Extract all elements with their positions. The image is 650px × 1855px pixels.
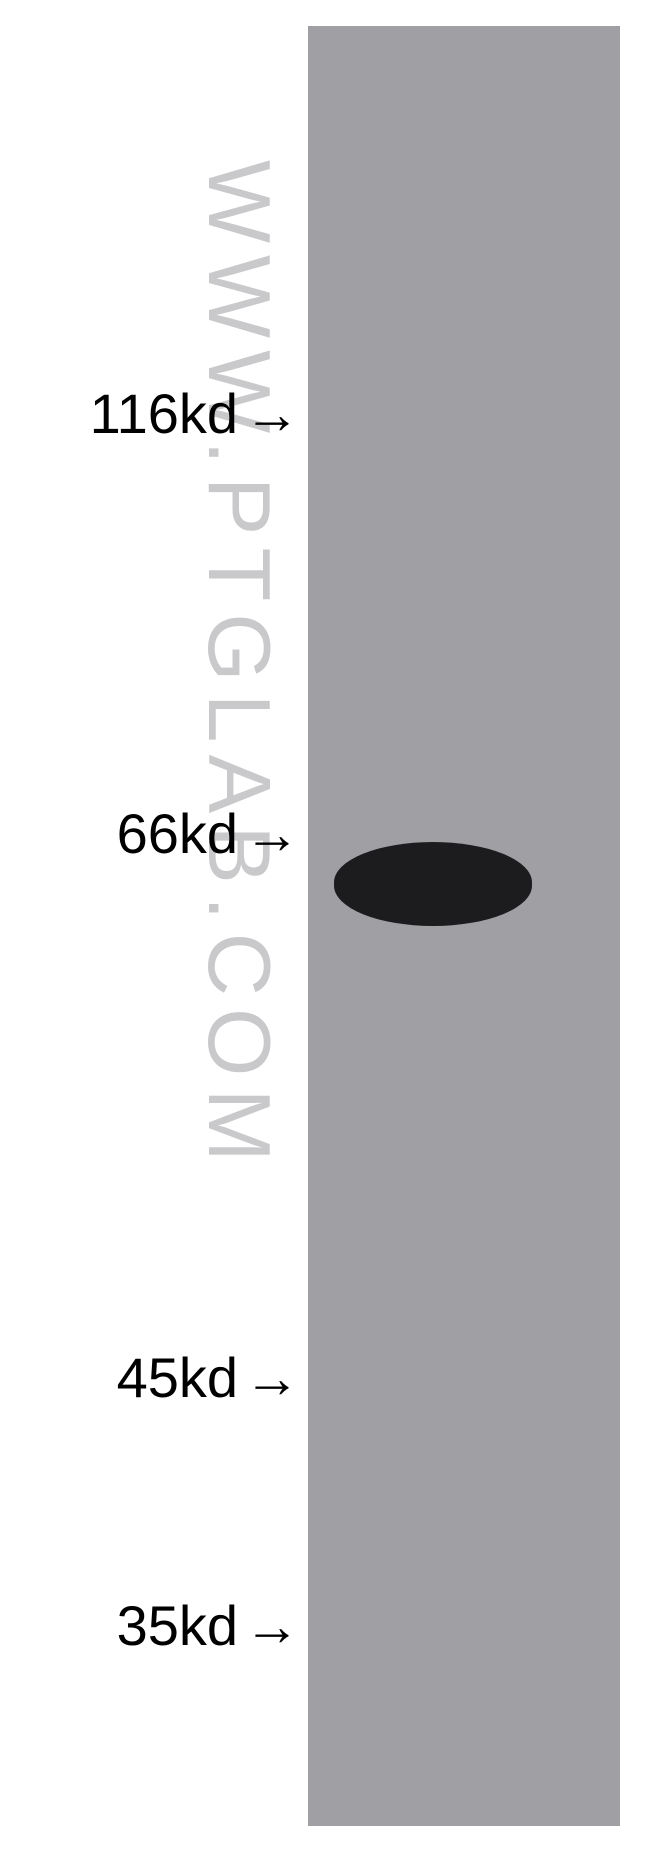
arrow-icon: → <box>244 806 300 862</box>
arrow-icon: → <box>244 386 300 442</box>
marker-116kd: 116kd → <box>90 386 300 442</box>
blot-lane <box>308 26 620 1826</box>
protein-band <box>334 842 532 926</box>
marker-35kd: 35kd → <box>117 1598 300 1654</box>
marker-label-text: 45kd <box>117 1350 238 1406</box>
arrow-icon: → <box>244 1598 300 1654</box>
marker-45kd: 45kd → <box>117 1350 300 1406</box>
marker-66kd: 66kd → <box>117 806 300 862</box>
arrow-icon: → <box>244 1350 300 1406</box>
marker-label-text: 66kd <box>117 806 238 862</box>
marker-label-text: 35kd <box>117 1598 238 1654</box>
marker-label-text: 116kd <box>90 386 238 442</box>
blot-container: WWW.PTGLAB.COM 116kd → 66kd → 45kd → 35k… <box>0 0 650 1855</box>
watermark-text: WWW.PTGLAB.COM <box>188 160 290 1174</box>
